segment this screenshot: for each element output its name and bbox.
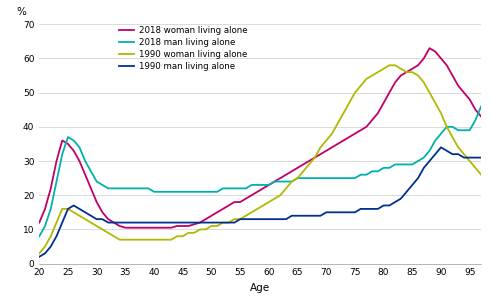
Line: 2018 man living alone: 2018 man living alone xyxy=(39,106,481,236)
1990 man living alone xyxy=(260,217,266,221)
Line: 1990 woman living alone: 1990 woman living alone xyxy=(39,65,481,253)
Line: 1990 man living alone: 1990 man living alone xyxy=(39,147,481,257)
Line: 2018 woman living alone: 2018 woman living alone xyxy=(39,48,481,228)
1990 woman living alone xyxy=(180,235,186,238)
1990 woman living alone xyxy=(226,221,232,225)
2018 woman living alone xyxy=(266,183,272,187)
2018 woman living alone xyxy=(478,115,484,118)
2018 woman living alone xyxy=(122,226,128,230)
2018 woman living alone xyxy=(231,200,237,204)
2018 man living alone xyxy=(36,235,42,238)
1990 man living alone xyxy=(36,255,42,258)
2018 man living alone xyxy=(226,187,232,190)
1990 man living alone xyxy=(352,211,358,214)
1990 woman living alone xyxy=(352,91,358,95)
2018 man living alone xyxy=(352,176,358,180)
1990 man living alone xyxy=(226,221,232,225)
1990 man living alone xyxy=(111,221,117,225)
2018 man living alone xyxy=(111,187,117,190)
Legend: 2018 woman living alone, 2018 man living alone, 1990 woman living alone, 1990 ma: 2018 woman living alone, 2018 man living… xyxy=(119,26,247,71)
1990 man living alone xyxy=(438,145,444,149)
1990 woman living alone xyxy=(478,173,484,177)
1990 man living alone xyxy=(65,207,71,211)
1990 man living alone xyxy=(180,221,186,225)
2018 woman living alone xyxy=(358,128,364,132)
2018 woman living alone xyxy=(427,46,433,50)
Y-axis label: %: % xyxy=(17,7,27,17)
1990 woman living alone xyxy=(111,235,117,238)
2018 man living alone xyxy=(478,105,484,108)
X-axis label: Age: Age xyxy=(250,283,270,293)
1990 man living alone xyxy=(478,156,484,159)
2018 woman living alone xyxy=(111,221,117,225)
1990 woman living alone xyxy=(36,251,42,255)
2018 woman living alone xyxy=(65,142,71,146)
2018 man living alone xyxy=(180,190,186,194)
2018 woman living alone xyxy=(36,221,42,225)
2018 man living alone xyxy=(260,183,266,187)
1990 woman living alone xyxy=(65,207,71,211)
1990 woman living alone xyxy=(260,204,266,207)
2018 woman living alone xyxy=(186,224,191,228)
1990 woman living alone xyxy=(386,63,392,67)
2018 man living alone xyxy=(65,135,71,139)
